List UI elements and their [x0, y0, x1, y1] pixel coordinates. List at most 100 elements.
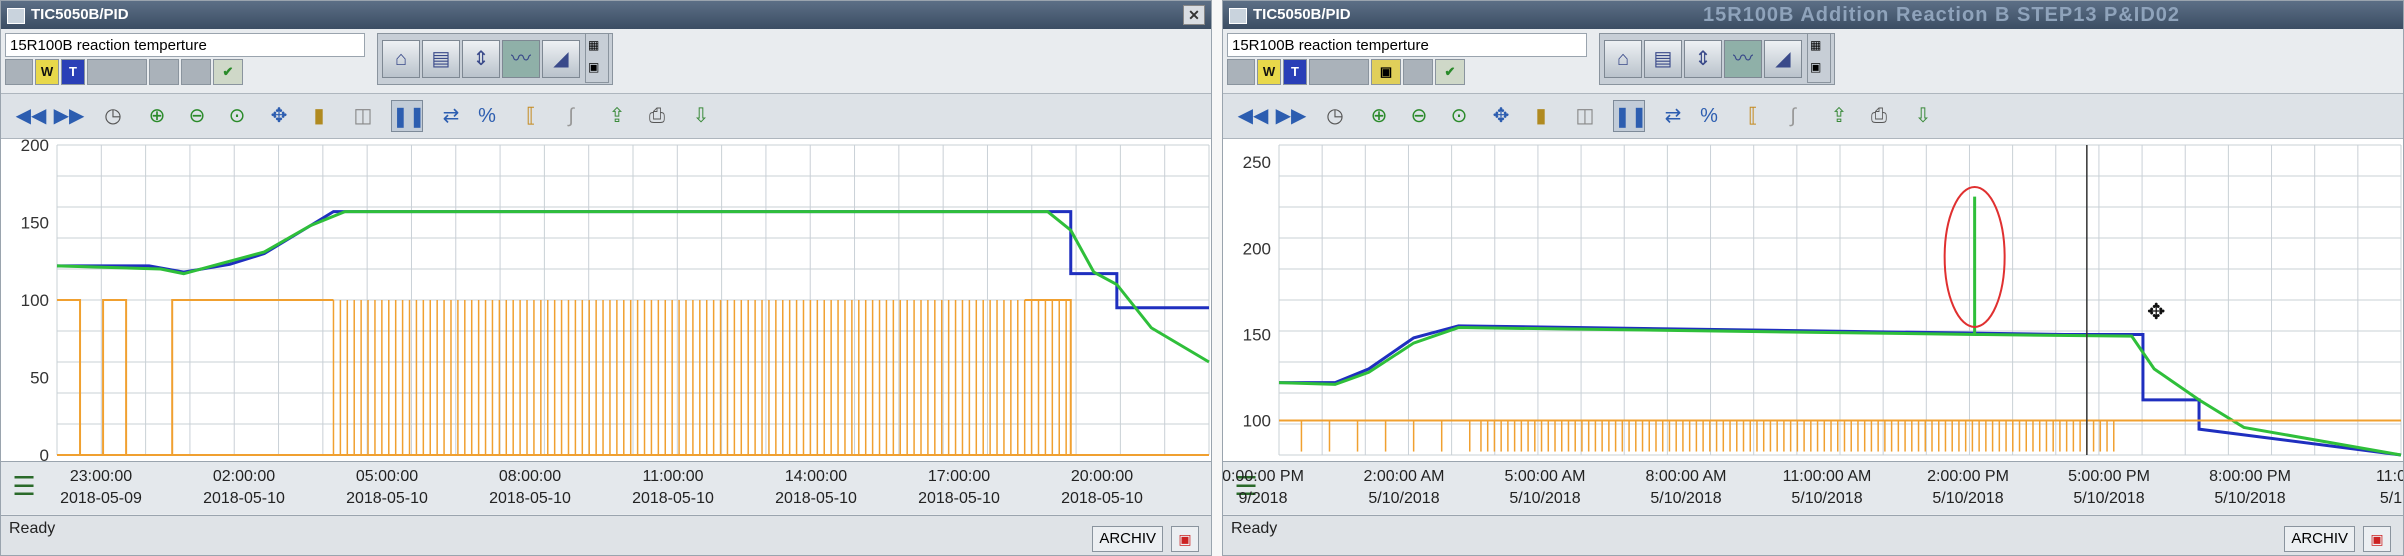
- ramp-icon[interactable]: ◢: [1764, 40, 1802, 78]
- window-titlebar[interactable]: TIC5050B/PID ✕: [1, 1, 1211, 29]
- zoom-icon[interactable]: ▣: [1810, 60, 1822, 74]
- trend-name-field[interactable]: 15R100B reaction temperture: [1227, 33, 1587, 57]
- output-line: [57, 299, 334, 456]
- w-button[interactable]: W: [35, 59, 59, 85]
- forward-icon[interactable]: ▶▶: [53, 105, 85, 127]
- zoom-area-icon[interactable]: ⊕: [148, 105, 166, 127]
- zoom-area-icon[interactable]: ⊕: [1370, 105, 1388, 127]
- stats-icon[interactable]: ∫: [568, 105, 574, 127]
- ruler-icon[interactable]: ▮: [1535, 105, 1547, 127]
- pause-icon[interactable]: ❚❚: [1613, 100, 1648, 132]
- time-axis: ☰ 23:00:00 2018-05-09 02:00:00 2018-05-10 05…: [1, 461, 1211, 514]
- check-icon[interactable]: ✔: [213, 59, 243, 85]
- blank-button[interactable]: [149, 59, 179, 85]
- trend-name-field[interactable]: 15R100B reaction temperture: [5, 33, 365, 57]
- status-text: Ready: [9, 520, 56, 537]
- zoom-y-icon[interactable]: ⊙: [1450, 105, 1468, 127]
- archiv-button[interactable]: ARCHIV: [1092, 526, 1163, 552]
- ruler-icon[interactable]: ▮: [313, 105, 325, 127]
- clock-icon[interactable]: ◷: [1326, 105, 1344, 127]
- axis-settings-icon[interactable]: ☰: [1234, 471, 1258, 501]
- grid-icon[interactable]: ▦: [588, 38, 600, 52]
- window-icon: [1229, 8, 1247, 24]
- move-icon[interactable]: ✥: [1492, 105, 1510, 127]
- w-button[interactable]: W: [1257, 59, 1281, 85]
- export-icon[interactable]: ⇪: [608, 105, 626, 127]
- blank-button[interactable]: [5, 59, 33, 85]
- trend-plot[interactable]: 200 150 100 50 0: [1, 139, 1212, 461]
- bracket-icon[interactable]: ⟦: [526, 105, 536, 127]
- rewind-icon[interactable]: ◀◀: [15, 105, 47, 127]
- archive-icon[interactable]: ▣: [2363, 526, 2391, 552]
- x-tick-label: 0:00:00 PM 9/2018: [1222, 468, 1304, 507]
- document-icon[interactable]: ▤: [422, 40, 460, 78]
- print-icon[interactable]: ⎙: [649, 105, 665, 127]
- trend-chart[interactable]: 200 150 100 50 0: [1, 139, 1211, 461]
- x-tick-label: 2:00:00 PM 5/10/2018: [1927, 468, 2009, 507]
- y-tick-label: 150: [1243, 325, 1271, 344]
- move-cursor-icon: ✥: [2147, 299, 2166, 324]
- swap-icon[interactable]: ⇄: [442, 105, 460, 127]
- t-button[interactable]: T: [61, 59, 85, 85]
- scale-icon[interactable]: ⇕: [462, 40, 500, 78]
- grid-icon[interactable]: ▦: [1810, 38, 1822, 52]
- stats-icon[interactable]: ∫: [1790, 105, 1796, 127]
- y-tick-label: 250: [1243, 153, 1271, 172]
- trend-plot[interactable]: 250 200 150 100: [1223, 139, 2404, 461]
- original-view-icon[interactable]: ◫: [353, 105, 373, 127]
- x-tick-label: 5:00:00 PM 5/10/2018: [2068, 468, 2150, 507]
- zoom-x-icon[interactable]: ⊖: [188, 105, 206, 127]
- print-icon[interactable]: ⎙: [1871, 105, 1887, 127]
- forward-icon[interactable]: ▶▶: [1275, 105, 1307, 127]
- window-titlebar[interactable]: TIC5050B/PID 15R100B Addition Reaction B…: [1223, 1, 2403, 29]
- window-title: TIC5050B/PID: [1253, 6, 1351, 23]
- trend-chart[interactable]: 250 200 150 100 ✥: [1223, 139, 2403, 461]
- x-tick-label: 05:00:00 2018-05-10: [346, 468, 428, 507]
- x-tick-label: 8:00:00 PM 5/10/2018: [2209, 468, 2291, 507]
- y-tick-label: 200: [21, 139, 49, 155]
- download-icon[interactable]: ⇩: [692, 105, 710, 127]
- original-view-icon[interactable]: ◫: [1575, 105, 1595, 127]
- home-icon[interactable]: ⌂: [382, 40, 420, 78]
- view-toolbar: ⌂ ▤ ⇕ 〰 ◢ ...: [377, 33, 613, 85]
- close-icon[interactable]: ✕: [1183, 5, 1205, 25]
- move-icon[interactable]: ✥: [270, 105, 288, 127]
- clock-icon[interactable]: ◷: [104, 105, 122, 127]
- swap-icon[interactable]: ⇄: [1664, 105, 1682, 127]
- ramp-icon[interactable]: ◢: [542, 40, 580, 78]
- export-icon[interactable]: ⇪: [1830, 105, 1848, 127]
- blank-button[interactable]: [1227, 59, 1255, 85]
- archiv-button[interactable]: ARCHIV: [2284, 526, 2355, 552]
- download-icon[interactable]: ⇩: [1914, 105, 1932, 127]
- t-button[interactable]: T: [1283, 59, 1307, 85]
- x-tick-label: 11:00:00 AM 5/10/2018: [1782, 468, 1872, 507]
- pause-icon[interactable]: ❚❚: [391, 100, 426, 132]
- zoom-x-icon[interactable]: ⊖: [1410, 105, 1428, 127]
- axis-settings-icon[interactable]: ☰: [12, 471, 36, 501]
- trend-view-icon[interactable]: 〰: [502, 40, 540, 78]
- blank-button[interactable]: [1403, 59, 1433, 85]
- trend-view-icon[interactable]: 〰: [1724, 40, 1762, 78]
- lock-icon[interactable]: ▣: [1371, 59, 1401, 85]
- x-tick-label: 5:00:00 AM 5/10/2018: [1504, 468, 1586, 507]
- home-icon[interactable]: ⌂: [1604, 40, 1642, 78]
- blank-button[interactable]: [1309, 59, 1369, 85]
- check-icon[interactable]: ✔: [1435, 59, 1465, 85]
- document-icon[interactable]: ▤: [1644, 40, 1682, 78]
- background-title: 15R100B Addition Reaction B STEP13 P&ID0…: [1703, 4, 2181, 26]
- process-value-line: [1278, 196, 2402, 457]
- y-tick-label: 150: [21, 214, 49, 233]
- right-trend-window: TIC5050B/PID 15R100B Addition Reaction B…: [1222, 0, 2404, 556]
- percent-icon[interactable]: %: [478, 105, 496, 127]
- time-axis: ☰ 0:00:00 PM 9/2018 2:00:00 AM 5/10/2018 5:0…: [1223, 461, 2403, 514]
- zoom-y-icon[interactable]: ⊙: [228, 105, 246, 127]
- rewind-icon[interactable]: ◀◀: [1237, 105, 1269, 127]
- scale-icon[interactable]: ⇕: [1684, 40, 1722, 78]
- percent-icon[interactable]: %: [1700, 105, 1718, 127]
- blank-button[interactable]: [181, 59, 211, 85]
- blank-button[interactable]: [87, 59, 147, 85]
- archive-icon[interactable]: ▣: [1171, 526, 1199, 552]
- zoom-icon[interactable]: ▣: [588, 60, 600, 74]
- bracket-icon[interactable]: ⟦: [1748, 105, 1758, 127]
- side-toolbar: ▦ ▣: [1807, 33, 1831, 83]
